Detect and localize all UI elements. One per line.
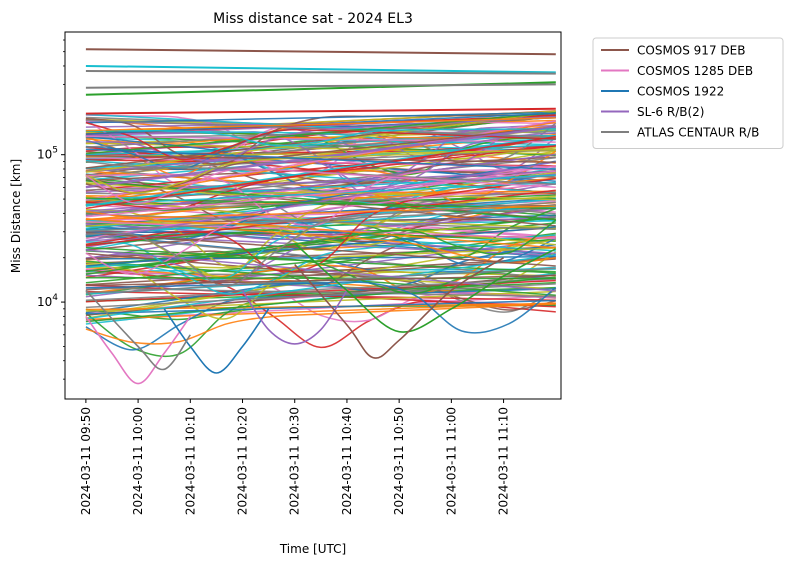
background-series-line (85, 128, 556, 147)
series-line (85, 65, 556, 74)
legend-label: ATLAS CENTAUR R/B (637, 126, 759, 140)
series-line (85, 70, 556, 75)
background-series-line (85, 238, 556, 320)
series-group (85, 48, 557, 385)
series-line (85, 107, 556, 115)
background-series-line (85, 274, 556, 287)
series-line (294, 257, 505, 359)
x-axis: 2024-03-11 09:50 2024-03-11 10:00 2024-03-… (79, 399, 511, 515)
background-series-line (85, 249, 556, 292)
x-tick-label: 2024-03-11 10:40 (340, 407, 354, 515)
background-series-line (85, 276, 556, 280)
background-series-line (85, 159, 556, 194)
series-line (85, 315, 191, 385)
x-axis-label: Time [UTC] (279, 542, 346, 556)
background-series-line (85, 258, 556, 291)
background-series-line (85, 210, 556, 249)
background-series-line (85, 257, 556, 286)
background-series-line (85, 132, 556, 189)
background-series-line (85, 148, 556, 194)
legend-box (592, 37, 784, 149)
background-series-line (85, 182, 556, 276)
background-series-line (85, 219, 557, 276)
background-series-line (85, 234, 556, 295)
series-line (85, 289, 191, 371)
background-series-line (85, 254, 556, 320)
background-series-line (85, 125, 556, 188)
y-tick-label: 104 (37, 293, 58, 309)
background-series-line (85, 111, 556, 124)
x-tick-label: 2024-03-11 09:50 (79, 407, 93, 515)
background-series-group (85, 110, 557, 358)
background-series-line (85, 216, 556, 268)
background-series-line (85, 276, 556, 323)
background-series-line (85, 170, 556, 218)
legend-label: COSMOS 1922 (637, 85, 724, 99)
series-line (85, 48, 556, 56)
x-tick-label: 2024-03-11 11:00 (444, 407, 458, 515)
x-tick-label: 2024-03-11 10:10 (183, 407, 197, 515)
background-series-line (85, 303, 556, 345)
x-tick-label: 2024-03-11 10:30 (288, 407, 302, 515)
y-axis: 104 105 (37, 39, 65, 380)
series-line (294, 242, 557, 333)
y-tick-label: 105 (37, 146, 58, 162)
background-series-line (85, 281, 557, 334)
series-line (163, 308, 270, 374)
background-series-line (85, 117, 556, 132)
series-line (85, 83, 556, 89)
background-series-line (85, 197, 556, 210)
background-series-line (85, 135, 556, 143)
background-series-line (85, 168, 556, 227)
legend-label: COSMOS 1285 DEB (637, 64, 753, 78)
x-tick-label: 2024-03-11 10:00 (131, 407, 145, 515)
series-line (241, 289, 348, 345)
background-series-line (85, 177, 556, 273)
background-series-line (85, 246, 556, 295)
background-series-line (85, 189, 556, 247)
background-series-line (85, 161, 556, 242)
background-series-line (85, 250, 556, 273)
background-series-line (85, 221, 556, 246)
legend: COSMOS 917 DEB COSMOS 1285 DEB COSMOS 1922… (592, 37, 784, 149)
background-series-line (85, 302, 556, 321)
background-series-line (85, 153, 556, 216)
background-series-line (85, 226, 556, 267)
x-tick-label: 2024-03-11 10:50 (392, 407, 406, 515)
y-axis-label: Miss Distance [km] (9, 159, 23, 273)
background-series-line (85, 168, 556, 204)
chart-title: Miss distance sat - 2024 EL3 (213, 11, 413, 27)
legend-label: SL-6 R/B(2) (637, 105, 704, 119)
legend-label: COSMOS 917 DEB (637, 44, 745, 58)
background-series-line (85, 183, 556, 201)
x-tick-label: 2024-03-11 11:10 (497, 407, 511, 515)
background-series-line (85, 231, 556, 267)
plot-frame (64, 31, 562, 400)
x-tick-label: 2024-03-11 10:20 (236, 407, 250, 515)
background-series-line (85, 148, 556, 170)
background-series-line (85, 268, 556, 323)
background-series-line (85, 119, 556, 138)
background-series-line (85, 277, 556, 302)
background-series-line (85, 201, 556, 287)
